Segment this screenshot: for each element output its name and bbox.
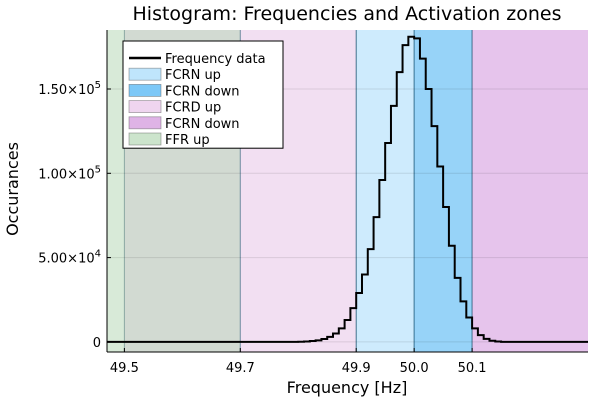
legend-rect-swatch [128,67,162,81]
zone-fcrn-up-0 [356,30,415,352]
x-axis-title: Frequency [Hz] [287,378,408,397]
legend-label: Frequency data [165,52,266,67]
axes [106,30,588,353]
frequency-data-line [107,35,588,343]
legend-rect-swatch [128,100,162,113]
legend-label: FCRN down [165,84,240,99]
x-tick-label: 49.9 [342,361,371,376]
legend-rect-swatch [128,84,162,97]
y-tick-label: 0 [93,336,101,351]
y-axis-title: Occurances [3,142,22,236]
y-tick-label: 1.00×105 [38,164,101,182]
chart-title: Histogram: Frequencies and Activation zo… [133,3,562,25]
legend-label: FFR up [165,133,210,148]
legend-label: FCRD up [165,101,221,116]
legend-rect-swatch [128,116,162,130]
legend-label: FCRN down [165,117,240,132]
legend-rect-swatch [128,132,162,146]
tick-labels: 49.5 49.7 49.9 50.0 50.1 0 5.00×104 1.00×105 1.5… [38,80,486,376]
frequency-data-series [107,35,588,343]
x-tick-label: 49.7 [226,361,255,376]
x-tick-label: 50.0 [400,361,429,376]
y-tick-label: 5.00×104 [38,249,101,267]
x-tick-label: 49.5 [110,361,139,376]
zone-fcrn-down-3 [472,30,588,352]
legend-label: FCRN up [165,68,221,83]
x-tick-label: 50.1 [458,361,487,376]
y-tick-label: 1.50×105 [38,80,101,98]
